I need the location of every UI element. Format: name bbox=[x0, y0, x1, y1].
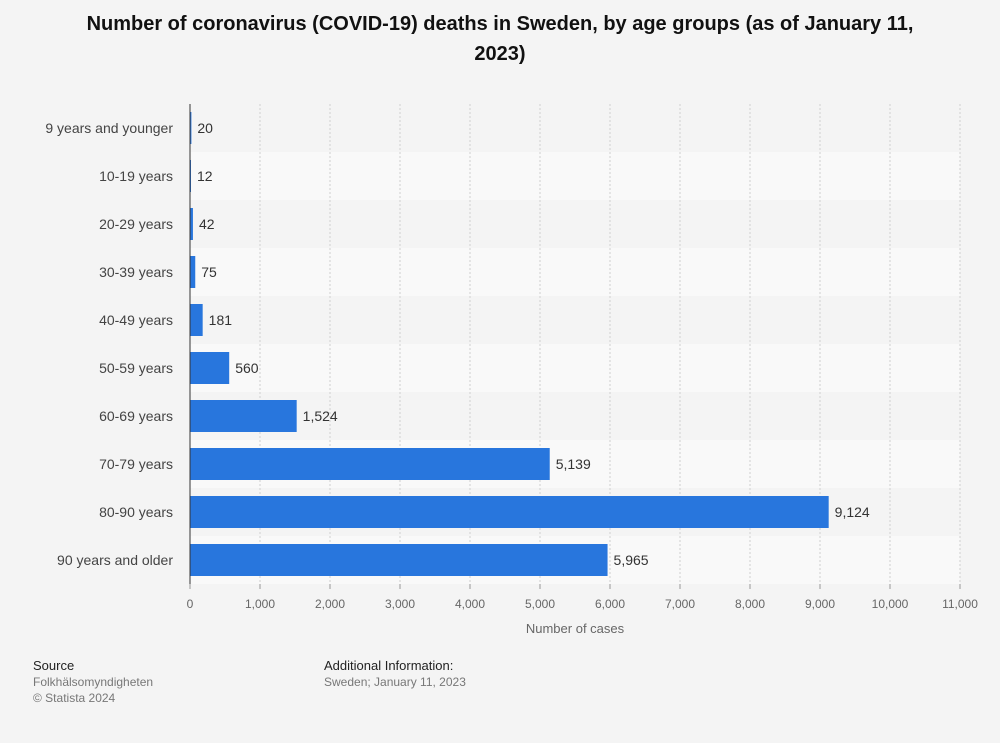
value-label: 560 bbox=[235, 360, 259, 376]
bar bbox=[190, 256, 196, 288]
x-axis-title: Number of cases bbox=[525, 621, 625, 636]
value-label: 5,965 bbox=[614, 552, 649, 568]
value-label: 20 bbox=[197, 120, 213, 136]
x-tick-label: 11,000 bbox=[942, 597, 978, 611]
bar bbox=[190, 448, 550, 480]
x-tick-label: 1,000 bbox=[245, 597, 275, 611]
x-axis-ticks: 0 1,000 2,000 3,000 4,000 5,000 6,000 7,000 8,00… bbox=[187, 584, 978, 611]
x-tick-label: 0 bbox=[187, 597, 194, 611]
bars bbox=[190, 112, 829, 576]
category-label: 70-79 years bbox=[99, 456, 173, 472]
copyright: © Statista 2024 bbox=[33, 691, 116, 705]
chart-title: Number of coronavirus (COVID-19) deaths … bbox=[86, 13, 914, 65]
bar bbox=[190, 496, 829, 528]
category-label: 30-39 years bbox=[99, 264, 173, 280]
value-label: 75 bbox=[201, 264, 217, 280]
source-heading: Source bbox=[33, 658, 75, 673]
bar bbox=[190, 208, 193, 240]
bar bbox=[190, 352, 230, 384]
category-label: 20-29 years bbox=[99, 216, 173, 232]
category-label: 9 years and younger bbox=[45, 120, 173, 136]
row-band bbox=[190, 344, 960, 392]
bar bbox=[190, 304, 203, 336]
x-tick-label: 10,000 bbox=[872, 597, 909, 611]
bar bbox=[190, 112, 192, 144]
value-label: 12 bbox=[197, 168, 213, 184]
value-label: 42 bbox=[199, 216, 215, 232]
row-band bbox=[190, 296, 960, 344]
row-band bbox=[190, 248, 960, 296]
x-tick-label: 5,000 bbox=[525, 597, 555, 611]
additional-info-block: Additional Information: Sweden; January … bbox=[324, 658, 466, 690]
bar bbox=[190, 400, 297, 432]
source-block: Source Folkhälsomyndigheten © Statista 2… bbox=[33, 658, 153, 706]
category-label: 60-69 years bbox=[99, 408, 173, 424]
x-tick-label: 7,000 bbox=[665, 597, 695, 611]
x-tick-label: 9,000 bbox=[805, 597, 835, 611]
x-tick-label: 3,000 bbox=[385, 597, 415, 611]
category-label: 50-59 years bbox=[99, 360, 173, 376]
category-label: 40-49 years bbox=[99, 312, 173, 328]
x-tick-label: 4,000 bbox=[455, 597, 485, 611]
value-label: 5,139 bbox=[556, 456, 591, 472]
category-label: 10-19 years bbox=[99, 168, 173, 184]
additional-text: Sweden; January 11, 2023 bbox=[324, 675, 466, 689]
value-label: 181 bbox=[209, 312, 233, 328]
row-band bbox=[190, 152, 960, 200]
x-tick-label: 6,000 bbox=[595, 597, 625, 611]
additional-heading: Additional Information: bbox=[324, 658, 454, 673]
source-name[interactable]: Folkhälsomyndigheten bbox=[33, 675, 154, 689]
category-label: 80-90 years bbox=[99, 504, 173, 520]
value-label: 1,524 bbox=[303, 408, 338, 424]
row-band bbox=[190, 200, 960, 248]
category-label: 90 years and older bbox=[57, 552, 173, 568]
row-band bbox=[190, 392, 960, 440]
value-label: 9,124 bbox=[835, 504, 870, 520]
bar bbox=[190, 544, 608, 576]
row-band bbox=[190, 104, 960, 152]
x-tick-label: 8,000 bbox=[735, 597, 765, 611]
x-tick-label: 2,000 bbox=[315, 597, 345, 611]
category-labels: 9 years and younger 10-19 years 20-29 year… bbox=[45, 120, 173, 568]
value-labels: 20 12 42 75 181 560 1,524 5,139 9,124 5,965 bbox=[197, 120, 870, 568]
